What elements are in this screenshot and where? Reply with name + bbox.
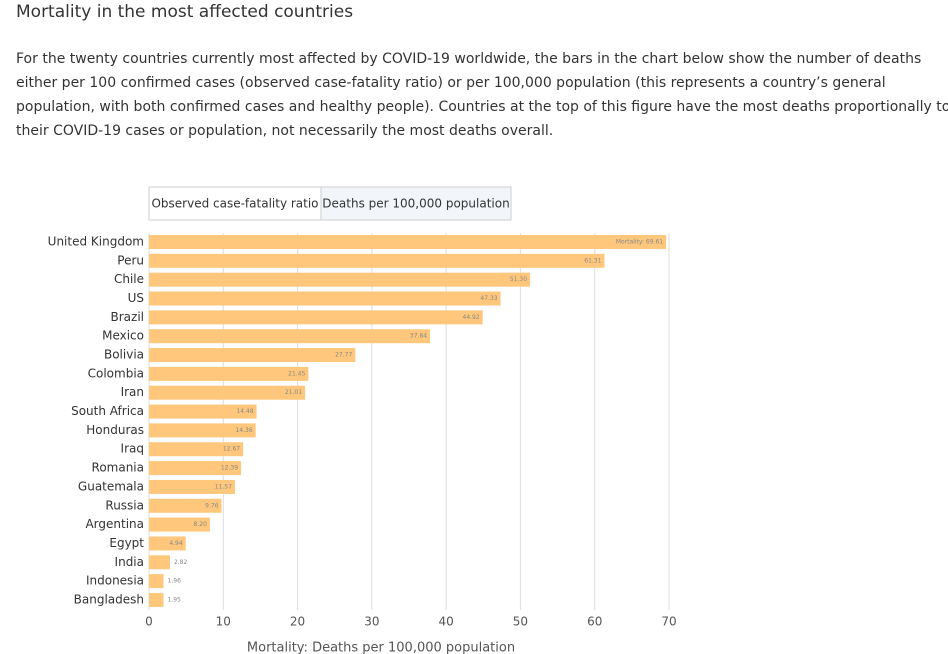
y-tick-label: Argentina [85, 517, 144, 531]
value-label: 8.20 [194, 521, 208, 528]
x-tick-label: 60 [587, 615, 602, 629]
description-line: population, with both confirmed cases an… [16, 99, 948, 115]
bar [149, 366, 309, 381]
bar [149, 348, 356, 363]
value-label: 27.77 [335, 352, 352, 359]
bar [149, 272, 531, 287]
bar [149, 517, 210, 532]
bar [149, 442, 244, 457]
value-label: 12.39 [221, 465, 238, 472]
description-line: either per 100 confirmed cases (observed… [16, 75, 886, 91]
y-tick-label: Honduras [86, 423, 144, 437]
y-tick-label: Chile [114, 272, 144, 286]
value-label: 47.33 [480, 295, 497, 302]
bar [149, 385, 306, 400]
x-tick-label: 10 [216, 615, 231, 629]
y-tick-label: Egypt [109, 536, 144, 550]
bar [149, 404, 257, 419]
value-label: 37.84 [410, 333, 427, 340]
bar [149, 235, 667, 249]
y-tick-label: Peru [117, 253, 144, 267]
value-label: 11.57 [215, 483, 232, 490]
bar [149, 498, 222, 513]
bar [149, 329, 431, 344]
bar [149, 253, 605, 268]
value-label: 2.82 [174, 559, 188, 566]
y-tick-label: Indonesia [86, 574, 144, 588]
tab-label[interactable]: Observed case-fatality ratio [151, 197, 318, 211]
description-line: For the twenty countries currently most … [16, 51, 921, 67]
y-tick-label: Russia [105, 498, 144, 512]
tab-label[interactable]: Deaths per 100,000 population [322, 197, 509, 211]
x-tick-label: 50 [513, 615, 528, 629]
value-label: 21.01 [285, 389, 302, 396]
value-label: 12.67 [223, 446, 240, 453]
x-tick-label: 30 [364, 615, 379, 629]
y-tick-label: Bolivia [104, 348, 144, 362]
y-tick-label: Brazil [111, 310, 145, 324]
y-tick-label: US [128, 291, 144, 305]
bar [149, 555, 170, 570]
value-label: 1.96 [168, 578, 182, 585]
value-label: 9.76 [205, 502, 219, 509]
y-tick-label: South Africa [71, 404, 144, 418]
y-tick-label: Iraq [121, 442, 144, 456]
bar [149, 479, 235, 494]
bar [149, 574, 164, 589]
value-label: 51.30 [510, 276, 527, 283]
x-tick-label: 40 [439, 615, 454, 629]
bar [149, 592, 164, 607]
bar [149, 461, 242, 476]
tab[interactable] [148, 186, 322, 221]
value-label: 14.36 [235, 427, 252, 434]
y-tick-label: Romania [92, 461, 144, 475]
y-tick-label: Guatemala [78, 479, 144, 493]
x-tick-label: 0 [145, 615, 153, 629]
value-label: 14.48 [236, 408, 253, 415]
y-tick-label: United Kingdom [48, 235, 144, 249]
value-label: 61.31 [584, 257, 601, 264]
x-axis-label: Mortality: Deaths per 100,000 population [247, 641, 515, 654]
value-label: 44.92 [463, 314, 480, 321]
y-tick-label: India [115, 555, 144, 569]
y-tick-label: Colombia [88, 366, 144, 380]
y-tick-label: Mexico [102, 329, 144, 343]
bar [149, 536, 186, 551]
description-line: their COVID-19 cases or population, not … [16, 123, 553, 139]
value-label: 21.45 [288, 370, 305, 377]
bar [149, 423, 256, 438]
bar [149, 310, 483, 325]
value-label: Mortality: 69.61 [616, 239, 663, 246]
bar [149, 291, 501, 306]
x-tick-label: 20 [290, 615, 305, 629]
value-label: 1.95 [167, 596, 181, 603]
y-tick-label: Bangladesh [74, 592, 144, 606]
value-label: 4.94 [169, 540, 183, 547]
x-tick-label: 70 [661, 615, 676, 629]
heading: Mortality in the most affected countries [16, 2, 353, 22]
y-tick-label: Iran [121, 385, 144, 399]
tab-active[interactable] [320, 186, 512, 221]
